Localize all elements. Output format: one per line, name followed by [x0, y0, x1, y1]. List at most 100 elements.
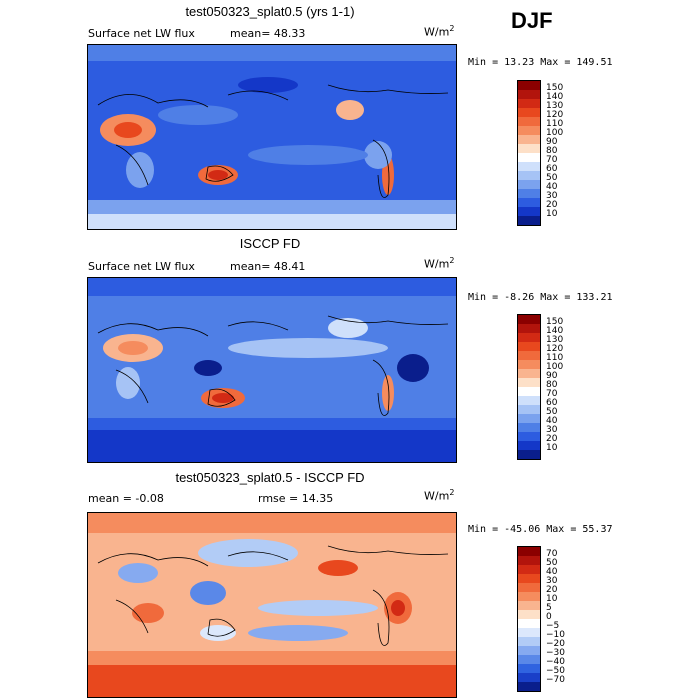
- colorbar-tick-label: −30: [546, 648, 565, 658]
- panel-2-colorbar: [517, 314, 541, 460]
- colorbar-tick-label: 150: [546, 83, 564, 93]
- colorbar-tick-label: 40: [546, 567, 558, 577]
- colorbar-segment: [518, 432, 540, 441]
- colorbar-segment: [518, 423, 540, 432]
- colorbar-segment: [518, 144, 540, 153]
- panel-2-colorbar-labels: 150 140 130 120 110 100 90 80 70 60 50 40 30 20 10: [546, 314, 586, 458]
- colorbar-segment: [518, 610, 540, 619]
- colorbar-tick-label: 100: [546, 128, 564, 138]
- colorbar-segment: [518, 108, 540, 117]
- colorbar-segment: [518, 556, 540, 565]
- colorbar-tick-label: 70: [546, 155, 558, 165]
- colorbar-tick-label: 130: [546, 335, 564, 345]
- colorbar-tick-label: 10: [546, 209, 558, 219]
- panel-3-colorbar: [517, 546, 541, 692]
- panel-1-map-svg: [88, 45, 456, 229]
- panel-2-mean: mean= 48.41: [230, 260, 306, 273]
- colorbar-segment: [518, 414, 540, 423]
- colorbar-segment: [518, 90, 540, 99]
- colorbar-tick-label: −70: [546, 675, 565, 685]
- colorbar-tick-label: 40: [546, 182, 558, 192]
- colorbar-segment: [518, 153, 540, 162]
- panel-1-mean: mean= 48.33: [230, 27, 306, 40]
- colorbar-segment: [518, 450, 540, 459]
- colorbar-segment: [518, 637, 540, 646]
- colorbar-tick-label: 150: [546, 317, 564, 327]
- colorbar-segment: [518, 583, 540, 592]
- colorbar-segment: [518, 664, 540, 673]
- panel-1-title: test050323_splat0.5 (yrs 1-1): [185, 4, 355, 19]
- colorbar-segment: [518, 565, 540, 574]
- panel-3-rmse: rmse = 14.35: [258, 492, 334, 505]
- colorbar-tick-label: 10: [546, 594, 558, 604]
- colorbar-tick-label: 40: [546, 416, 558, 426]
- colorbar-segment: [518, 216, 540, 225]
- colorbar-tick-label: 80: [546, 146, 558, 156]
- colorbar-segment: [518, 405, 540, 414]
- colorbar-tick-label: 110: [546, 119, 564, 129]
- colorbar-tick-label: 20: [546, 200, 558, 210]
- colorbar-segment: [518, 315, 540, 324]
- colorbar-tick-label: 120: [546, 110, 564, 120]
- colorbar-tick-label: 90: [546, 137, 558, 147]
- colorbar-segment: [518, 547, 540, 556]
- colorbar-tick-label: 80: [546, 380, 558, 390]
- colorbar-segment: [518, 655, 540, 664]
- colorbar-segment: [518, 574, 540, 583]
- panel-3-minmax: Min = -45.06 Max = 55.37: [468, 524, 613, 535]
- panel-2-title: ISCCP FD: [239, 236, 301, 251]
- colorbar-segment: [518, 180, 540, 189]
- colorbar-segment: [518, 351, 540, 360]
- colorbar-segment: [518, 673, 540, 682]
- panel-1-variable-label: Surface net LW flux: [88, 27, 195, 40]
- colorbar-segment: [518, 162, 540, 171]
- colorbar-tick-label: 110: [546, 353, 564, 363]
- panel-1-map: [87, 44, 457, 230]
- colorbar-segment: [518, 171, 540, 180]
- colorbar-tick-label: −50: [546, 666, 565, 676]
- colorbar-tick-label: 10: [546, 443, 558, 453]
- colorbar-tick-label: 5: [546, 603, 552, 613]
- colorbar-segment: [518, 592, 540, 601]
- colorbar-tick-label: 20: [546, 585, 558, 595]
- colorbar-segment: [518, 189, 540, 198]
- colorbar-segment: [518, 646, 540, 655]
- panel-3-colorbar-labels: 70 50 40 30 20 10 5 0 −5 −10 −20 −30 −40 −50 −70: [546, 546, 586, 690]
- colorbar-segment: [518, 369, 540, 378]
- colorbar-segment: [518, 117, 540, 126]
- colorbar-tick-label: 50: [546, 407, 558, 417]
- colorbar-segment: [518, 378, 540, 387]
- colorbar-segment: [518, 601, 540, 610]
- colorbar-tick-label: 140: [546, 92, 564, 102]
- panel-1-colorbar-labels: 150 140 130 120 110 100 90 80 70 60 50 40 30 20 10: [546, 80, 586, 224]
- colorbar-segment: [518, 628, 540, 637]
- panel-2-map: [87, 277, 457, 463]
- colorbar-tick-label: 60: [546, 398, 558, 408]
- colorbar-tick-label: −20: [546, 639, 565, 649]
- panel-2-minmax: Min = -8.26 Max = 133.21: [468, 292, 613, 303]
- colorbar-segment: [518, 387, 540, 396]
- colorbar-segment: [518, 99, 540, 108]
- colorbar-tick-label: 50: [546, 173, 558, 183]
- season-label: DJF: [511, 8, 553, 33]
- colorbar-tick-label: 140: [546, 326, 564, 336]
- colorbar-tick-label: 50: [546, 558, 558, 568]
- panel-3-map: [87, 512, 457, 698]
- panel-3-title: test050323_splat0.5 - ISCCP FD: [175, 470, 365, 485]
- colorbar-tick-label: 90: [546, 371, 558, 381]
- colorbar-segment: [518, 682, 540, 691]
- colorbar-tick-label: 70: [546, 389, 558, 399]
- panel-2-unit: W/m2: [424, 256, 455, 271]
- colorbar-segment: [518, 207, 540, 216]
- colorbar-tick-label: 120: [546, 344, 564, 354]
- colorbar-tick-label: 0: [546, 612, 552, 622]
- colorbar-segment: [518, 396, 540, 405]
- colorbar-tick-label: 30: [546, 576, 558, 586]
- colorbar-tick-label: 30: [546, 425, 558, 435]
- panel-3-unit: W/m2: [424, 488, 455, 503]
- colorbar-tick-label: 100: [546, 362, 564, 372]
- colorbar-tick-label: 30: [546, 191, 558, 201]
- colorbar-segment: [518, 619, 540, 628]
- colorbar-segment: [518, 342, 540, 351]
- colorbar-tick-label: 130: [546, 101, 564, 111]
